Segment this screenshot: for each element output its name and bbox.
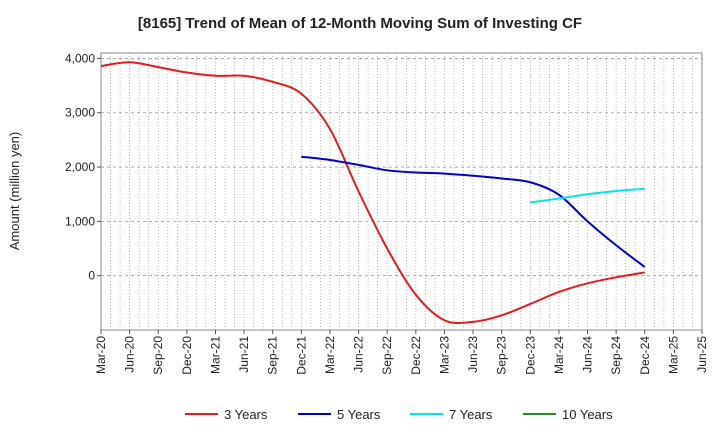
chart-title: [8165] Trend of Mean of 12-Month Moving …: [138, 15, 582, 32]
legend-label: 10 Years: [562, 407, 613, 422]
x-tick-label: Sep-23: [495, 336, 509, 375]
series-line-5-years: [301, 155, 646, 268]
x-tick-label: Mar-22: [323, 336, 337, 374]
y-axis-ticks: 0 1,000 2,000 3,000 4,000: [65, 51, 101, 283]
x-tick-label: Dec-20: [180, 336, 194, 375]
x-tick-label: Jun-23: [466, 336, 480, 373]
x-tick-label: Mar-23: [437, 336, 451, 374]
legend-item-3-years: 3 Years: [185, 407, 268, 422]
legend-item-5-years: 5 Years: [298, 407, 381, 422]
x-tick-label: Dec-22: [409, 336, 423, 375]
legend-item-10-years: 10 Years: [523, 407, 613, 422]
series-line-7-years: [530, 187, 645, 204]
series-layer: [100, 61, 646, 325]
x-tick-label: Sep-21: [266, 336, 280, 375]
legend: 3 Years 5 Years 7 Years 10 Years: [185, 407, 613, 422]
y-tick-label: 2,000: [65, 160, 95, 174]
x-axis-ticks: Mar-20 Jun-20 Sep-20 Dec-20 Mar-21 Jun-21 Sep-…: [94, 330, 709, 375]
x-tick-label: Jun-22: [352, 336, 366, 373]
plot-area: [100, 52, 703, 331]
legend-label: 7 Years: [449, 407, 493, 422]
y-tick-label: 3,000: [65, 106, 95, 120]
legend-label: 5 Years: [337, 407, 381, 422]
y-tick-label: 4,000: [65, 51, 95, 65]
legend-item-7-years: 7 Years: [410, 407, 493, 422]
x-tick-label: Jun-24: [581, 336, 595, 373]
x-tick-label: Dec-24: [638, 336, 652, 375]
x-tick-label: Mar-21: [208, 336, 222, 374]
x-tick-label: Sep-24: [609, 336, 623, 375]
x-tick-label: Jun-25: [695, 336, 709, 373]
series-line-3-years: [100, 61, 645, 325]
x-tick-label: Sep-22: [380, 336, 394, 375]
y-axis-label: Amount (million yen): [7, 132, 22, 251]
x-tick-label: Mar-24: [552, 336, 566, 374]
legend-label: 3 Years: [224, 407, 268, 422]
x-tick-label: Dec-21: [294, 336, 308, 375]
y-tick-label: 0: [88, 269, 95, 283]
x-tick-label: Jun-21: [237, 336, 251, 373]
x-tick-label: Mar-20: [94, 336, 108, 374]
x-tick-label: Sep-20: [151, 336, 165, 375]
y-tick-label: 1,000: [65, 214, 95, 228]
x-tick-label: Mar-25: [666, 336, 680, 374]
x-tick-label: Dec-23: [523, 336, 537, 375]
x-tick-label: Jun-20: [123, 336, 137, 373]
